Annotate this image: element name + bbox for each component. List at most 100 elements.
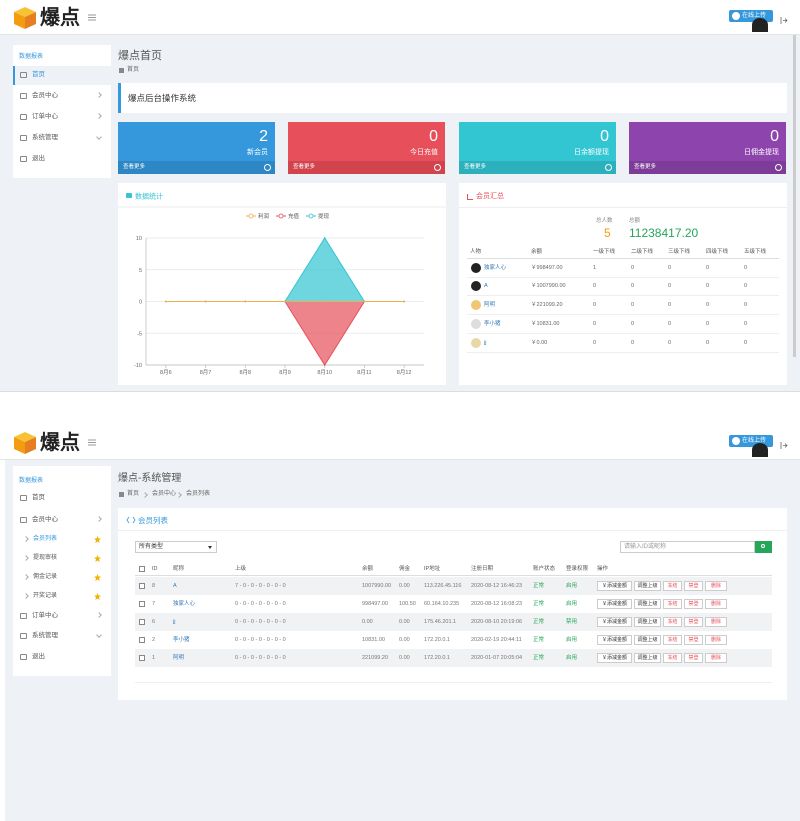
action-button[interactable]: 禁登 <box>684 635 703 645</box>
table-header: 上级 <box>235 566 247 572</box>
table-cell: jj <box>484 340 487 346</box>
table-cell: 0 <box>593 340 597 346</box>
table-cell: 8 <box>152 583 156 589</box>
menu-item[interactable]: 首页 <box>32 71 45 78</box>
filter-select[interactable] <box>135 541 217 553</box>
row-rule <box>467 277 779 278</box>
table-cell: 0 <box>706 265 710 271</box>
action-button[interactable]: 禁登 <box>684 617 703 627</box>
action-button[interactable]: 调整上级 <box>634 581 661 591</box>
breadcrumb-item[interactable]: 会员列表 <box>186 491 211 497</box>
action-button[interactable]: 冻结 <box>663 581 682 591</box>
banner-text: 爆点后台操作系统 <box>128 93 197 103</box>
home-icon <box>119 492 124 497</box>
action-button[interactable]: 禁登 <box>684 653 703 663</box>
card-rule <box>118 530 787 531</box>
stat-link[interactable]: 查看更多 <box>293 164 316 170</box>
card-title: 会员列表 <box>138 516 168 525</box>
action-button[interactable]: 禁登 <box>684 599 703 609</box>
table-cell: 998497.00 <box>362 601 388 607</box>
breadcrumb-item[interactable]: 会员中心 <box>152 491 177 497</box>
filter-text[interactable]: 所有类型 <box>139 544 164 550</box>
menu-item[interactable]: 会员中心 <box>32 92 58 99</box>
menu-item[interactable]: 系统管理 <box>32 134 58 141</box>
action-button[interactable]: 删除 <box>705 635 727 645</box>
table-cell: 0 <box>593 302 597 308</box>
breadcrumb-item[interactable]: 首页 <box>127 67 140 73</box>
series-point <box>204 300 207 303</box>
menu-item-icon <box>20 156 27 162</box>
action-button[interactable]: 删除 <box>705 599 727 609</box>
action-button[interactable]: ￥添减金额 <box>597 581 632 591</box>
submenu-item[interactable]: 提现审核 <box>33 555 58 561</box>
stat-arrow <box>605 164 612 171</box>
stat-footer <box>288 161 445 174</box>
submenu-item[interactable]: 佣金记录 <box>33 574 58 580</box>
action-button[interactable]: ￥添减金额 <box>597 653 632 663</box>
menu-item[interactable]: 系统管理 <box>32 632 58 639</box>
submenu-item[interactable]: 会员列表 <box>33 536 58 542</box>
checkbox[interactable] <box>139 637 145 643</box>
menu-item[interactable]: 退出 <box>32 155 45 162</box>
action-button[interactable]: 冻结 <box>663 617 682 627</box>
stat-value: 2 <box>259 128 268 145</box>
action-button[interactable]: 冻结 <box>663 635 682 645</box>
action-button[interactable]: 禁登 <box>684 581 703 591</box>
table-cell: 正常 <box>533 601 545 607</box>
menu-item[interactable]: 首页 <box>32 494 45 501</box>
upload-text[interactable]: 在线上传 <box>742 13 767 19</box>
search-input[interactable] <box>620 541 755 553</box>
menu-item[interactable]: 订单中心 <box>32 612 58 619</box>
action-button[interactable]: 冻结 <box>663 653 682 663</box>
table-cell: 启用 <box>566 637 578 643</box>
action-button[interactable]: 调整上级 <box>634 599 661 609</box>
table-cell: 2020-01-07 20:05:04 <box>471 655 523 661</box>
action-button[interactable]: ￥添减金额 <box>597 599 632 609</box>
action-button[interactable]: 删除 <box>705 617 727 627</box>
action-button[interactable]: 调整上级 <box>634 653 661 663</box>
summary-card <box>459 183 787 385</box>
table-header: 登录权限 <box>566 566 589 572</box>
action-button[interactable]: 调整上级 <box>634 635 661 645</box>
menu-item-icon <box>20 135 27 141</box>
checkbox[interactable] <box>139 583 145 589</box>
action-button[interactable]: 删除 <box>705 581 727 591</box>
menu-item-icon <box>20 72 27 78</box>
star <box>94 554 101 562</box>
star-icon <box>94 535 101 543</box>
action-button[interactable]: 删除 <box>705 653 727 663</box>
table-cell: 李小猪 <box>484 321 501 327</box>
amount-value: 11238417.20 <box>629 226 699 240</box>
checkbox[interactable] <box>139 619 145 625</box>
star-icon <box>94 592 101 600</box>
table-cell: 2020-08-10 20:19:06 <box>471 619 523 625</box>
upload-text[interactable]: 在线上传 <box>742 438 767 444</box>
logo-text: 爆点 <box>40 7 80 29</box>
menu-item[interactable]: 订单中心 <box>32 113 58 120</box>
action-button[interactable]: 调整上级 <box>634 617 661 627</box>
search-placeholder[interactable]: 请输入ID或昵称 <box>624 544 667 550</box>
table-cell: 2 <box>152 637 156 643</box>
table-cell: 100.50 <box>399 601 416 607</box>
menu-item[interactable]: 会员中心 <box>32 516 58 523</box>
stat-value: 0 <box>429 128 438 145</box>
table-cell: 0 <box>631 340 635 346</box>
menu-item-icon <box>20 114 27 120</box>
menu-item-icon <box>20 633 27 639</box>
x-tick-label: 8月7 <box>200 369 212 376</box>
table-cell: 10831.00 <box>362 637 385 643</box>
checkbox[interactable] <box>139 655 145 661</box>
breadcrumb-item[interactable]: 首页 <box>127 491 140 497</box>
stat-link[interactable]: 查看更多 <box>464 164 487 170</box>
table-header: IP地址 <box>424 566 441 572</box>
series-area <box>165 238 405 302</box>
x-tick-label: 8月6 <box>160 369 172 376</box>
action-button[interactable]: 冻结 <box>663 599 682 609</box>
checkbox[interactable] <box>139 601 145 607</box>
submenu-item[interactable]: 开奖记录 <box>33 593 58 599</box>
stat-link[interactable]: 查看更多 <box>634 164 657 170</box>
action-button[interactable]: ￥添减金额 <box>597 635 632 645</box>
menu-item[interactable]: 退出 <box>32 653 45 660</box>
stat-link[interactable]: 查看更多 <box>123 164 146 170</box>
action-button[interactable]: ￥添减金额 <box>597 617 632 627</box>
